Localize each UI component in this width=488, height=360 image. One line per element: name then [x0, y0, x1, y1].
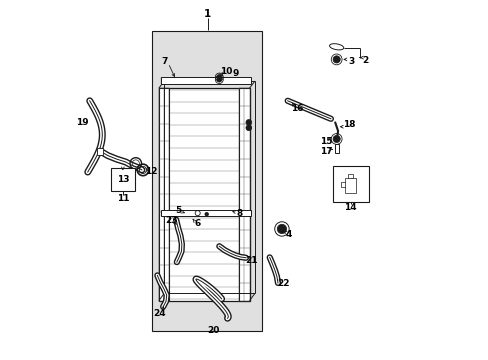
Text: 13: 13	[116, 175, 129, 184]
Text: 21: 21	[245, 256, 258, 265]
Bar	[97, 148, 103, 155]
Text: 18: 18	[342, 120, 354, 129]
Text: 5: 5	[174, 206, 181, 215]
Text: 11: 11	[116, 194, 129, 203]
Text: 14: 14	[344, 202, 356, 212]
Bar	[161, 77, 250, 84]
Text: 1: 1	[203, 9, 211, 19]
Circle shape	[245, 120, 251, 125]
Circle shape	[277, 224, 286, 234]
Circle shape	[245, 125, 251, 131]
Text: 3: 3	[347, 57, 353, 66]
Bar	[347, 174, 352, 178]
Circle shape	[216, 77, 222, 82]
Text: 15: 15	[319, 137, 331, 146]
Circle shape	[332, 135, 340, 143]
Circle shape	[204, 212, 208, 216]
Text: 19: 19	[76, 118, 89, 127]
Text: 9: 9	[232, 69, 239, 78]
Text: 4: 4	[285, 230, 291, 239]
Bar	[159, 88, 249, 301]
Text: 16: 16	[291, 104, 304, 113]
Bar	[332, 166, 368, 202]
Bar	[152, 31, 261, 331]
Text: 17: 17	[319, 147, 331, 156]
Text: 12: 12	[144, 167, 157, 176]
Bar	[159, 88, 168, 301]
Bar	[335, 144, 338, 153]
Text: 6: 6	[194, 220, 201, 229]
Text: 20: 20	[207, 325, 220, 335]
Text: 10: 10	[219, 67, 231, 76]
Bar	[110, 168, 135, 191]
Bar	[344, 178, 356, 193]
Text: 2: 2	[362, 56, 368, 65]
Text: 22: 22	[277, 279, 289, 288]
Circle shape	[332, 56, 340, 63]
Text: 7: 7	[161, 57, 167, 66]
Ellipse shape	[329, 44, 343, 50]
Text: 23: 23	[165, 216, 178, 225]
Text: 24: 24	[153, 309, 166, 318]
Bar	[239, 88, 249, 301]
Text: 8: 8	[236, 209, 243, 217]
Circle shape	[216, 75, 222, 80]
Bar	[161, 210, 250, 216]
